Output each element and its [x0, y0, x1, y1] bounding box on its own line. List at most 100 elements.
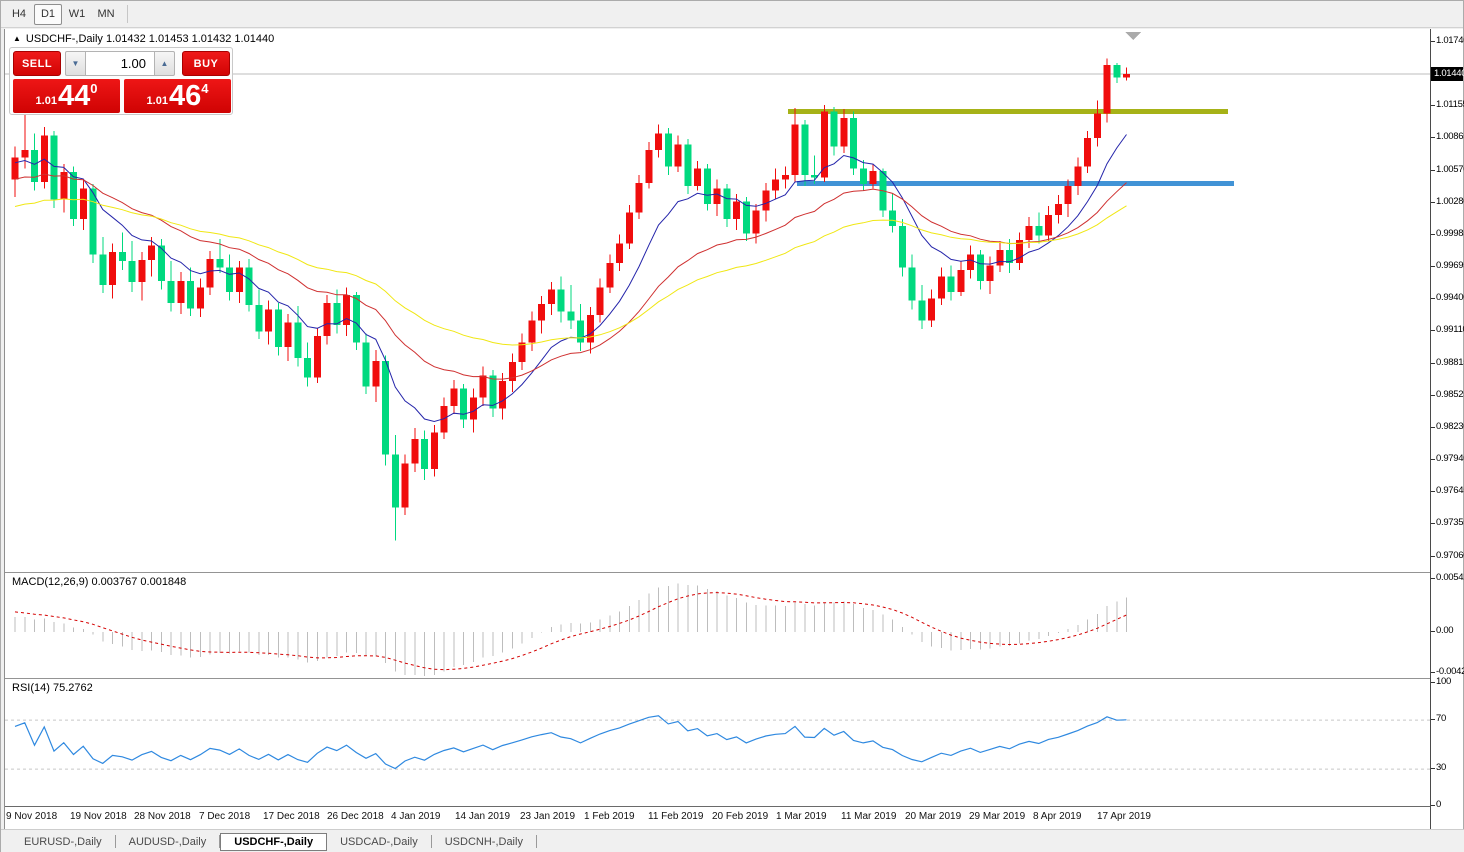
candle-body — [567, 311, 575, 321]
buy-price-main: 46 — [168, 80, 202, 112]
volume-input[interactable]: 1.00 — [86, 51, 154, 76]
axis-tick-mark — [1431, 395, 1435, 396]
buy-price-display[interactable]: 1.01 46 4 — [124, 79, 231, 113]
tab-separator — [114, 835, 116, 848]
date-tick-label: 9 Nov 2018 — [6, 811, 58, 822]
date-tick-label: 17 Dec 2018 — [263, 811, 320, 822]
axis-tick-mark — [1431, 41, 1435, 42]
price-tick-label: 0.99695 — [1436, 260, 1464, 271]
candle-body — [196, 287, 204, 309]
candle-body — [791, 124, 799, 176]
candle-body — [333, 302, 341, 325]
candle-body — [976, 254, 984, 281]
candle-body — [586, 314, 594, 343]
candle-body — [528, 320, 536, 343]
date-tick-label: 20 Feb 2019 — [712, 811, 769, 822]
chart-shift-marker-icon[interactable] — [1125, 32, 1141, 40]
candle-body — [928, 298, 935, 321]
date-tick-label: 26 Dec 2018 — [327, 811, 384, 822]
volume-increase-button[interactable]: ▲ — [154, 51, 175, 76]
axis-tick-mark — [1431, 459, 1435, 460]
candle-body — [11, 157, 19, 180]
timeframe-button-mn[interactable]: MN — [97, 8, 115, 20]
candle-body — [645, 149, 653, 183]
price-tick-label: 0.98525 — [1436, 389, 1464, 400]
candle-body — [401, 463, 409, 508]
sell-price-display[interactable]: 1.01 44 0 — [13, 79, 120, 113]
candle-body — [294, 322, 302, 358]
candle-body — [226, 267, 233, 292]
candle-body — [723, 188, 731, 220]
macd-tick-label: -0.004217 — [1436, 666, 1464, 677]
candle-body — [733, 201, 740, 220]
candle-body — [713, 188, 721, 204]
candle-body — [304, 357, 311, 378]
candle-body — [616, 243, 623, 264]
candle-body — [547, 289, 555, 304]
support-line[interactable] — [796, 180, 1234, 186]
sell-button[interactable]: SELL — [13, 51, 61, 76]
candle-body — [508, 362, 516, 381]
rsi-chart-svg — [5, 715, 1430, 770]
macd-tick-label: 0.005429 — [1436, 572, 1464, 583]
symbol-header: ▲ USDCHF-,Daily 1.01432 1.01453 1.01432 … — [13, 33, 274, 45]
date-tick-label: 19 Nov 2018 — [70, 811, 127, 822]
candle-body — [1015, 240, 1023, 264]
symbol-quote-text: USDCHF-,Daily 1.01432 1.01453 1.01432 1.… — [25, 33, 275, 45]
timeframe-button-w1[interactable]: W1 — [68, 8, 86, 20]
resistance-line[interactable] — [788, 108, 1228, 114]
candle-body — [469, 397, 477, 420]
candle-body — [801, 124, 809, 176]
sell-price-main: 44 — [57, 80, 91, 112]
chart-tab-eurusd[interactable]: EURUSD-,Daily — [24, 835, 102, 848]
date-tick-label: 14 Jan 2019 — [455, 811, 511, 822]
candle-body — [157, 245, 165, 281]
chart-tab-usdcad[interactable]: USDCAD-,Daily — [340, 835, 418, 848]
timeframe-button-h4[interactable]: H4 — [11, 8, 27, 20]
chart-tab-usdchf[interactable]: USDCHF-,Daily — [220, 832, 328, 851]
candle-body — [1006, 250, 1013, 264]
candle-body — [538, 303, 545, 321]
candle-body — [762, 190, 770, 211]
chevron-down-icon: ▼ — [71, 59, 80, 68]
candle-body — [820, 111, 828, 178]
collapse-triangle-icon[interactable]: ▲ — [13, 34, 21, 43]
price-tick-label: 1.01155 — [1436, 99, 1464, 110]
axis-tick-mark — [1431, 523, 1435, 524]
candle-body — [313, 335, 321, 378]
time-axis[interactable]: 9 Nov 2018 19 Nov 2018 28 Nov 2018 7 Dec 20… — [5, 806, 1430, 829]
price-tick-label: 0.99985 — [1436, 228, 1464, 239]
timeframe-button-d1[interactable]: D1 — [34, 3, 62, 25]
chart-tab-audusd[interactable]: AUDUSD-,Daily — [128, 835, 207, 848]
candle-body — [70, 171, 77, 220]
volume-decrease-button[interactable]: ▼ — [65, 51, 86, 76]
axis-tick-mark — [1431, 202, 1435, 203]
candle-body — [265, 309, 272, 332]
moving-average-line — [14, 134, 1127, 423]
price-tick-label: 0.97355 — [1436, 517, 1464, 528]
tab-separator — [219, 835, 221, 848]
candle-body — [1064, 186, 1072, 204]
price-axis[interactable]: 1.01440 1.01740 1.01155 1.00865 1.00570 1.00… — [1430, 29, 1464, 829]
candle-body — [684, 144, 692, 187]
axis-tick-mark — [1431, 427, 1435, 428]
price-tick-label: 0.98815 — [1436, 357, 1464, 368]
candle-body — [703, 168, 711, 204]
rsi-label: RSI(14) 75.2762 — [12, 682, 93, 694]
candle-body — [128, 261, 136, 282]
candle-body — [382, 361, 389, 455]
price-chart-panel[interactable]: ▲ USDCHF-,Daily 1.01432 1.01453 1.01432 … — [5, 29, 1430, 572]
candle-body — [1123, 74, 1130, 78]
rsi-tick-label: 100 — [1436, 676, 1451, 687]
candle-body — [1035, 225, 1043, 236]
candle-body — [138, 259, 146, 282]
rsi-panel[interactable]: RSI(14) 75.2762 — [5, 678, 1430, 806]
macd-panel[interactable]: MACD(12,26,9) 0.003767 0.001848 — [5, 572, 1430, 678]
buy-button[interactable]: BUY — [182, 51, 230, 76]
candle-body — [772, 179, 779, 191]
candle-body — [1084, 137, 1091, 167]
candle-body — [440, 406, 448, 433]
chart-tab-usdcnh[interactable]: USDCNH-,Daily — [444, 835, 523, 848]
